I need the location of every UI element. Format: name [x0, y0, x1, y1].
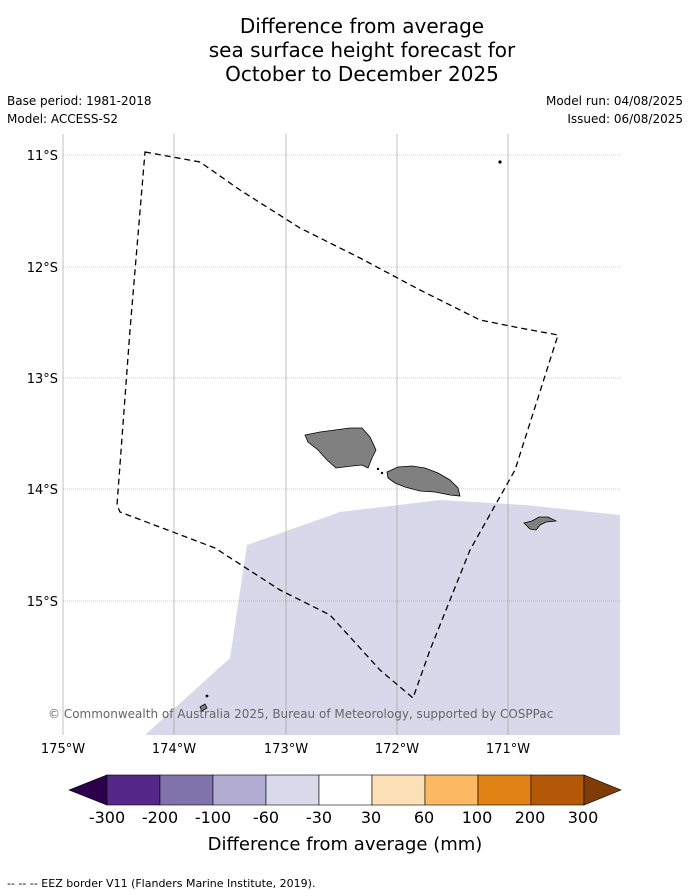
lon-label-174w: 174°W	[152, 742, 196, 757]
colorbar-swatch-5	[318, 774, 373, 806]
lon-label-173w: 173°W	[264, 742, 308, 757]
cb-label-30: 30	[361, 808, 381, 827]
lat-label-14s: 14°S	[27, 483, 58, 498]
tutuila-island	[523, 516, 558, 531]
eez-border	[116, 151, 559, 700]
cb-label-200: 200	[515, 808, 546, 827]
colorbar-swatch-1	[106, 774, 161, 806]
colorbar-swatch-7	[424, 774, 479, 806]
colorbar-swatch-8	[477, 774, 532, 806]
graticule	[62, 134, 620, 735]
eez-footnote: -- -- -- EEZ border V11 (Flanders Marine…	[7, 877, 316, 890]
colorbar-labels: -300 -200 -100 -60 -30 30 60 100 200 300	[89, 808, 598, 827]
title-line-1: Difference from average	[239, 14, 485, 38]
map-figure: © Commonwealth of Australia 2025, Bureau…	[27, 134, 622, 855]
cb-label-neg200: -200	[142, 808, 178, 827]
colorbar	[68, 774, 622, 806]
longitude-labels: 175°W 174°W 173°W 172°W 171°W	[41, 742, 530, 757]
islet-dot-mid-2	[380, 471, 384, 475]
anomaly-fill-region	[145, 500, 620, 735]
savaii-island	[304, 427, 377, 469]
latitude-labels: 11°S 12°S 13°S 14°S 15°S	[27, 149, 58, 610]
lon-label-171w: 171°W	[486, 742, 530, 757]
title-line-2: sea surface height forecast for	[208, 38, 516, 62]
title-line-3: October to December 2025	[225, 62, 499, 86]
colorbar-swatch-2	[159, 774, 214, 806]
copyright-text: © Commonwealth of Australia 2025, Bureau…	[48, 707, 553, 721]
colorbar-swatch-9	[530, 774, 585, 806]
meta-left: Base period: 1981-2018 Model: ACCESS-S2	[7, 94, 152, 130]
lon-label-175w: 175°W	[41, 742, 85, 757]
islet-dot-north	[498, 160, 502, 164]
cb-label-100: 100	[462, 808, 493, 827]
lat-label-12s: 12°S	[27, 261, 58, 276]
colorbar-title: Difference from average (mm)	[208, 834, 483, 855]
cb-label-neg30: -30	[306, 808, 332, 827]
lat-label-15s: 15°S	[27, 595, 58, 610]
islet-dot-south	[205, 694, 209, 698]
chart-title: Difference from average sea surface heig…	[0, 14, 690, 86]
cb-label-neg100: -100	[195, 808, 231, 827]
cb-label-neg60: -60	[253, 808, 279, 827]
meta-right: Model run: 04/08/2025 Issued: 06/08/2025	[546, 94, 683, 130]
colorbar-extend-low	[68, 774, 108, 806]
cb-label-300: 300	[568, 808, 599, 827]
colorbar-swatch-3	[212, 774, 267, 806]
upolu-island	[386, 465, 461, 497]
model-run: Model run: 04/08/2025	[545, 94, 683, 108]
land-masses	[199, 160, 558, 712]
colorbar-swatch-6	[371, 774, 426, 806]
small-islet-south	[199, 703, 208, 712]
lat-label-13s: 13°S	[27, 372, 58, 387]
colorbar-extend-high	[583, 774, 622, 806]
issued-date: Issued: 06/08/2025	[567, 112, 683, 126]
colorbar-swatch-4	[265, 774, 320, 806]
islet-dot-mid-1	[376, 467, 380, 471]
lat-label-11s: 11°S	[27, 149, 58, 164]
cb-label-neg300: -300	[89, 808, 125, 827]
base-period: Base period: 1981-2018	[7, 94, 152, 108]
cb-label-60: 60	[414, 808, 434, 827]
lon-label-172w: 172°W	[375, 742, 419, 757]
model-name: Model: ACCESS-S2	[7, 112, 119, 126]
